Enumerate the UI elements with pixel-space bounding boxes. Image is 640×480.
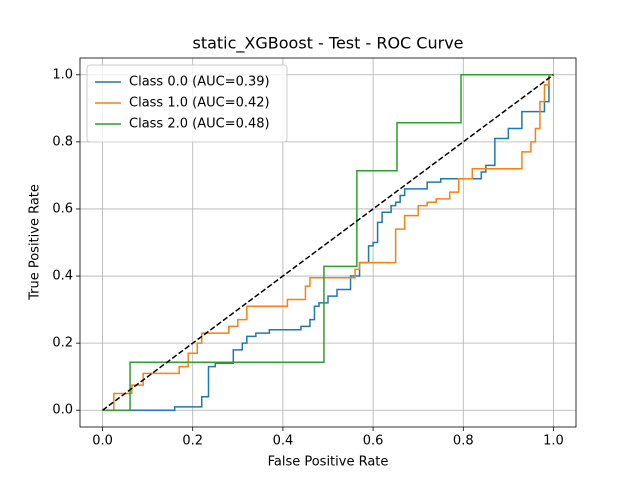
chart-title: static_XGBoost - Test - ROC Curve xyxy=(192,34,463,54)
x-axis-label: False Positive Rate xyxy=(268,455,389,470)
x-tick-label: 0.6 xyxy=(363,434,384,449)
x-tick-label: 0.4 xyxy=(273,434,294,449)
plot-frame xyxy=(79,57,577,428)
y-tick-label: 0.4 xyxy=(52,269,73,284)
roc-line xyxy=(102,74,554,411)
y-axis-label: True Positive Rate xyxy=(28,184,43,301)
legend-label: Class 1.0 (AUC=0.42) xyxy=(129,96,270,111)
y-tick-label: 0.2 xyxy=(52,336,73,351)
x-tick-label: 1.0 xyxy=(543,434,564,449)
legend: Class 0.0 (AUC=0.39) Class 1.0 (AUC=0.42)… xyxy=(86,64,288,143)
legend-box xyxy=(86,64,288,143)
y-tick-label: 0.0 xyxy=(52,403,73,418)
y-tick-label: 1.0 xyxy=(52,67,73,82)
y-tick-label: 0.8 xyxy=(52,134,73,149)
legend-label: Class 0.0 (AUC=0.39) xyxy=(129,75,270,90)
diagonal-line xyxy=(102,74,554,411)
x-tick-label: 0.8 xyxy=(453,434,474,449)
roc-line xyxy=(102,74,554,411)
y-tick-label: 0.6 xyxy=(52,201,73,216)
x-tick-label: 0.0 xyxy=(92,434,113,449)
x-tick-label: 0.2 xyxy=(182,434,203,449)
legend-label: Class 2.0 (AUC=0.48) xyxy=(129,117,270,132)
